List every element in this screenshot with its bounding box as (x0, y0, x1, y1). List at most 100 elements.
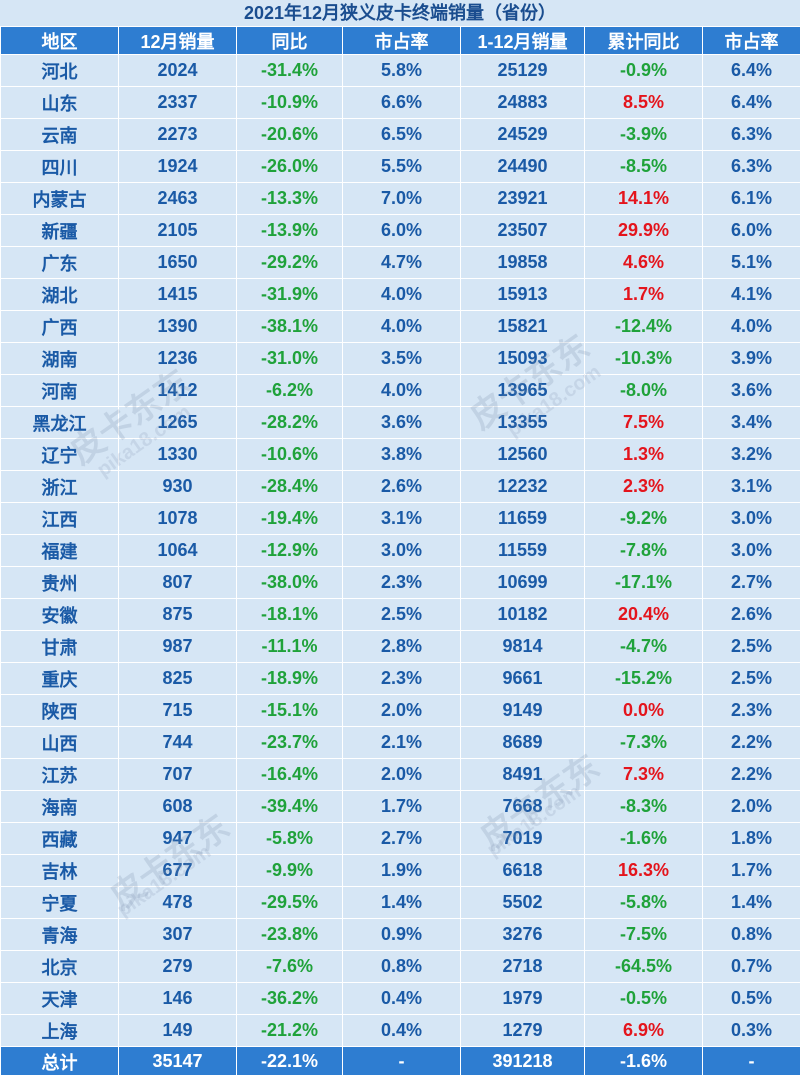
cell-dec-sales: 1078 (118, 502, 237, 535)
cell-region: 湖南 (0, 342, 119, 375)
cell-yoy: -28.4% (236, 470, 343, 503)
cell-region: 江苏 (0, 758, 119, 791)
cell-yoy: -31.0% (236, 342, 343, 375)
cell-dec-sales: 307 (118, 918, 237, 951)
table-row: 黑龙江 1265 -28.2% 3.6% 13355 7.5% 3.4% (0, 406, 800, 439)
cell-ytd-sales: 9814 (460, 630, 585, 663)
cell-share: 2.0% (342, 694, 461, 727)
cell-ytd-yoy: -9.2% (584, 502, 703, 535)
cell-ytd-yoy: -7.5% (584, 918, 703, 951)
cell-share: 0.8% (342, 950, 461, 983)
cell-ytd-yoy: -15.2% (584, 662, 703, 695)
cell-yoy: -23.8% (236, 918, 343, 951)
cell-region: 上海 (0, 1014, 119, 1047)
table-row: 青海 307 -23.8% 0.9% 3276 -7.5% 0.8% (0, 918, 800, 951)
cell-ytd-share: 3.2% (702, 438, 800, 471)
cell-ytd-sales: 11659 (460, 502, 585, 535)
cell-region: 江西 (0, 502, 119, 535)
cell-dec-sales: 608 (118, 790, 237, 823)
cell-ytd-share: 2.5% (702, 662, 800, 695)
cell-share: 2.3% (342, 566, 461, 599)
table-row: 吉林 677 -9.9% 1.9% 6618 16.3% 1.7% (0, 854, 800, 887)
cell-share: 0.9% (342, 918, 461, 951)
cell-dec-sales: 825 (118, 662, 237, 695)
cell-yoy: -28.2% (236, 406, 343, 439)
cell-yoy: -5.8% (236, 822, 343, 855)
cell-dec-sales: 1924 (118, 150, 237, 183)
table-row: 福建 1064 -12.9% 3.0% 11559 -7.8% 3.0% (0, 534, 800, 567)
cell-ytd-sales: 24529 (460, 118, 585, 151)
table-row: 四川 1924 -26.0% 5.5% 24490 -8.5% 6.3% (0, 150, 800, 183)
table-row: 江西 1078 -19.4% 3.1% 11659 -9.2% 3.0% (0, 502, 800, 535)
table-row: 江苏 707 -16.4% 2.0% 8491 7.3% 2.2% (0, 758, 800, 791)
cell-ytd-share: 2.0% (702, 790, 800, 823)
cell-ytd-yoy: -4.7% (584, 630, 703, 663)
cell-region: 湖北 (0, 278, 119, 311)
table-row: 安徽 875 -18.1% 2.5% 10182 20.4% 2.6% (0, 598, 800, 631)
cell-ytd-yoy: -64.5% (584, 950, 703, 983)
cell-ytd-yoy: 14.1% (584, 182, 703, 215)
cell-ytd-sales: 23507 (460, 214, 585, 247)
cell-ytd-sales: 9661 (460, 662, 585, 695)
cell-share: 3.5% (342, 342, 461, 375)
cell-ytd-yoy: -0.9% (584, 54, 703, 87)
cell-dec-sales: 930 (118, 470, 237, 503)
cell-dec-sales: 1236 (118, 342, 237, 375)
cell-ytd-share: 5.1% (702, 246, 800, 279)
cell-region: 山东 (0, 86, 119, 119)
cell-region: 四川 (0, 150, 119, 183)
cell-ytd-sales: 7019 (460, 822, 585, 855)
cell-ytd-yoy: 2.3% (584, 470, 703, 503)
cell-ytd-share: 2.7% (702, 566, 800, 599)
cell-ytd-yoy: -17.1% (584, 566, 703, 599)
cell-yoy: -13.3% (236, 182, 343, 215)
cell-ytd-sales: 5502 (460, 886, 585, 919)
cell-dec-sales: 2024 (118, 54, 237, 87)
cell-ytd-yoy: -3.9% (584, 118, 703, 151)
cell-ytd-yoy: -8.0% (584, 374, 703, 407)
table-row: 湖北 1415 -31.9% 4.0% 15913 1.7% 4.1% (0, 278, 800, 311)
cell-region: 黑龙江 (0, 406, 119, 439)
table-row: 云南 2273 -20.6% 6.5% 24529 -3.9% 6.3% (0, 118, 800, 151)
cell-share: 6.0% (342, 214, 461, 247)
header-row: 地区 12月销量 同比 市占率 1-12月销量 累计同比 市占率 (0, 26, 800, 55)
cell-region: 青海 (0, 918, 119, 951)
cell-ytd-yoy: 7.5% (584, 406, 703, 439)
cell-ytd-yoy: 1.3% (584, 438, 703, 471)
cell-dec-sales: 2337 (118, 86, 237, 119)
cell-ytd-sales: 9149 (460, 694, 585, 727)
cell-yoy: -38.1% (236, 310, 343, 343)
cell-ytd-sales: 15093 (460, 342, 585, 375)
cell-share: 4.0% (342, 374, 461, 407)
header-ytd-yoy: 累计同比 (584, 26, 703, 55)
cell-ytd-sales: 6618 (460, 854, 585, 887)
cell-ytd-share: 6.4% (702, 86, 800, 119)
cell-region: 天津 (0, 982, 119, 1015)
cell-ytd-yoy: -10.3% (584, 342, 703, 375)
total-ytd-yoy: -1.6% (584, 1046, 703, 1075)
cell-share: 2.3% (342, 662, 461, 695)
table-row: 山西 744 -23.7% 2.1% 8689 -7.3% 2.2% (0, 726, 800, 759)
cell-ytd-yoy: 0.0% (584, 694, 703, 727)
cell-ytd-sales: 19858 (460, 246, 585, 279)
header-ytd-share: 市占率 (702, 26, 800, 55)
cell-ytd-share: 6.0% (702, 214, 800, 247)
cell-ytd-share: 6.3% (702, 150, 800, 183)
cell-region: 广西 (0, 310, 119, 343)
table-row: 广西 1390 -38.1% 4.0% 15821 -12.4% 4.0% (0, 310, 800, 343)
table-row: 河北 2024 -31.4% 5.8% 25129 -0.9% 6.4% (0, 54, 800, 87)
cell-region: 宁夏 (0, 886, 119, 919)
cell-region: 甘肃 (0, 630, 119, 663)
cell-dec-sales: 875 (118, 598, 237, 631)
total-ytd-sales: 391218 (460, 1046, 585, 1075)
cell-ytd-yoy: 29.9% (584, 214, 703, 247)
cell-dec-sales: 1415 (118, 278, 237, 311)
cell-yoy: -29.5% (236, 886, 343, 919)
cell-region: 新疆 (0, 214, 119, 247)
cell-ytd-sales: 13965 (460, 374, 585, 407)
cell-share: 3.1% (342, 502, 461, 535)
cell-ytd-share: 4.1% (702, 278, 800, 311)
cell-region: 吉林 (0, 854, 119, 887)
cell-ytd-yoy: 8.5% (584, 86, 703, 119)
cell-ytd-share: 3.0% (702, 534, 800, 567)
